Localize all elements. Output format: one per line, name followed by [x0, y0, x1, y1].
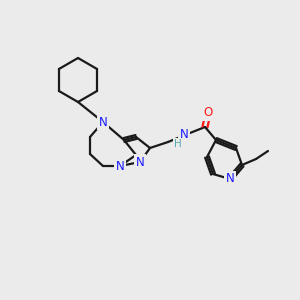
Text: N: N — [180, 128, 188, 142]
Text: N: N — [136, 155, 144, 169]
Text: N: N — [226, 172, 234, 185]
Text: N: N — [99, 116, 107, 128]
Text: O: O — [203, 106, 213, 119]
Text: N: N — [116, 160, 124, 172]
Text: H: H — [174, 139, 182, 149]
